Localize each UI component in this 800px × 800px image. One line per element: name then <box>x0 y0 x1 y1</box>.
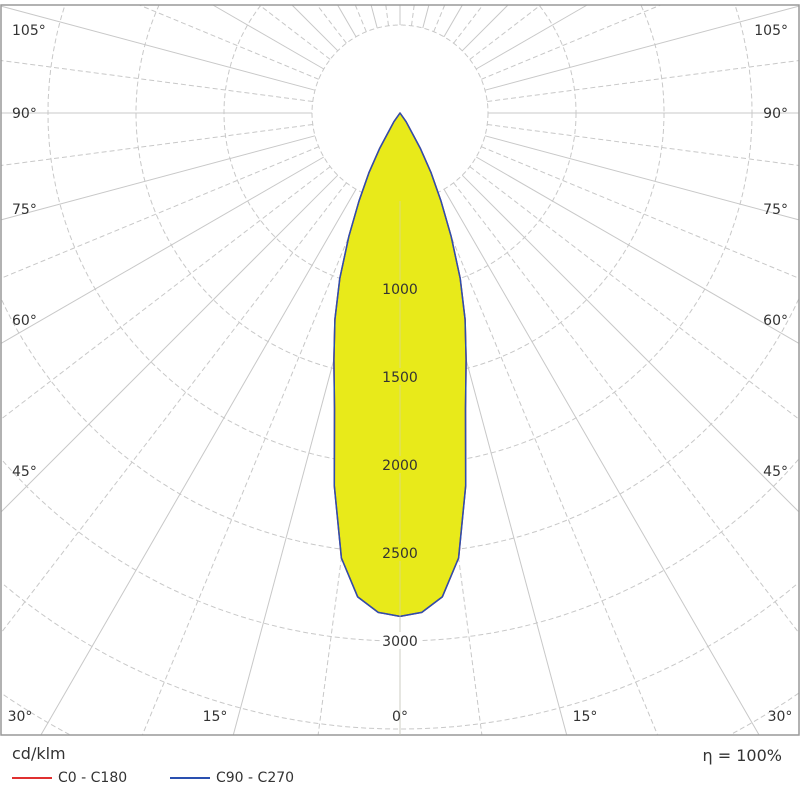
grid-circle <box>311 24 489 202</box>
grid-circle <box>223 5 577 290</box>
grid-spoke <box>354 4 367 32</box>
angle-label: 15° <box>573 709 598 725</box>
grid-spoke <box>461 4 509 52</box>
grid-spoke <box>0 146 319 279</box>
grid-circle <box>47 7 753 466</box>
grid-spoke <box>0 156 325 344</box>
angle-label: 30° <box>8 709 33 725</box>
grid-spoke <box>461 174 800 513</box>
radial-label-bg <box>380 632 420 649</box>
grid-spoke <box>487 124 800 166</box>
radial-tick-label: 2000 <box>382 458 418 474</box>
grid-spoke <box>0 182 347 634</box>
grid-spoke <box>0 60 313 102</box>
angle-label-right: 45° <box>763 464 788 480</box>
grid-spoke <box>422 4 430 29</box>
grid-spoke <box>0 5 316 91</box>
angle-label-right: 60° <box>763 313 788 329</box>
unit-label: cd/klm <box>12 744 66 763</box>
grid-spoke <box>469 166 800 420</box>
grid-spoke <box>475 156 800 344</box>
legend-item-c0: C0 - C180 <box>12 770 127 786</box>
grid-spoke <box>433 194 659 736</box>
grid-circle <box>1 692 799 736</box>
angle-label-right: 105° <box>754 23 788 39</box>
grid-spoke <box>443 4 463 38</box>
grid-spoke <box>411 4 415 26</box>
angle-label-right: 75° <box>763 202 788 218</box>
grid-spoke <box>481 4 661 80</box>
angle-label: 15° <box>203 709 228 725</box>
grid-spoke <box>475 4 588 70</box>
grid-spoke <box>0 124 313 166</box>
grid-spoke <box>291 4 339 52</box>
angle-label-left: 75° <box>12 202 37 218</box>
legend-swatch-red <box>12 777 52 779</box>
grid-circle <box>3 584 797 730</box>
angle-label: 30° <box>768 709 793 725</box>
grid-spoke <box>453 4 484 44</box>
grid-spoke <box>469 4 542 60</box>
grid-spoke <box>0 166 331 420</box>
legend-label: C0 - C180 <box>58 770 128 786</box>
grid-spoke <box>484 5 800 91</box>
grid-spoke <box>0 174 339 513</box>
angle-label-left: 60° <box>12 313 37 329</box>
legend-swatch-blue <box>170 777 210 779</box>
grid-spoke <box>258 4 331 60</box>
grid-spoke <box>337 4 357 38</box>
grid-spoke <box>40 188 357 736</box>
angle-label-left: 90° <box>12 106 37 122</box>
grid-spoke <box>481 146 800 279</box>
radial-tick-label: 2500 <box>382 546 418 562</box>
radial-tick-label: 1500 <box>382 370 418 386</box>
grid-spoke <box>433 4 446 32</box>
radial-label-bg <box>380 368 420 385</box>
grid-spoke <box>487 60 800 102</box>
grid-spoke <box>453 182 800 634</box>
angle-label-left: 105° <box>12 23 46 39</box>
radial-label-bg <box>380 544 420 561</box>
legend-item-c90: C90 - C270 <box>170 770 294 786</box>
grid-spoke <box>139 4 319 80</box>
angle-label-right: 90° <box>763 106 788 122</box>
radial-tick-label: 3000 <box>382 634 418 650</box>
angle-label-left: 45° <box>12 464 37 480</box>
radial-label-bg <box>380 456 420 473</box>
radial-label-bg <box>380 280 420 297</box>
grid-spoke <box>443 188 760 736</box>
grid-spoke <box>212 4 325 70</box>
grid-spoke <box>370 4 378 29</box>
grid-spoke <box>484 135 800 221</box>
grid-spoke <box>385 4 389 26</box>
grid-spoke <box>141 194 367 736</box>
grid-spoke <box>0 135 316 221</box>
radial-tick-label: 1000 <box>382 282 418 298</box>
grid-spoke <box>316 4 347 44</box>
efficiency-label: η = 100% <box>702 746 782 765</box>
grid-circle <box>135 5 665 378</box>
angle-label: 0° <box>392 709 408 725</box>
legend-label: C90 - C270 <box>216 770 295 786</box>
